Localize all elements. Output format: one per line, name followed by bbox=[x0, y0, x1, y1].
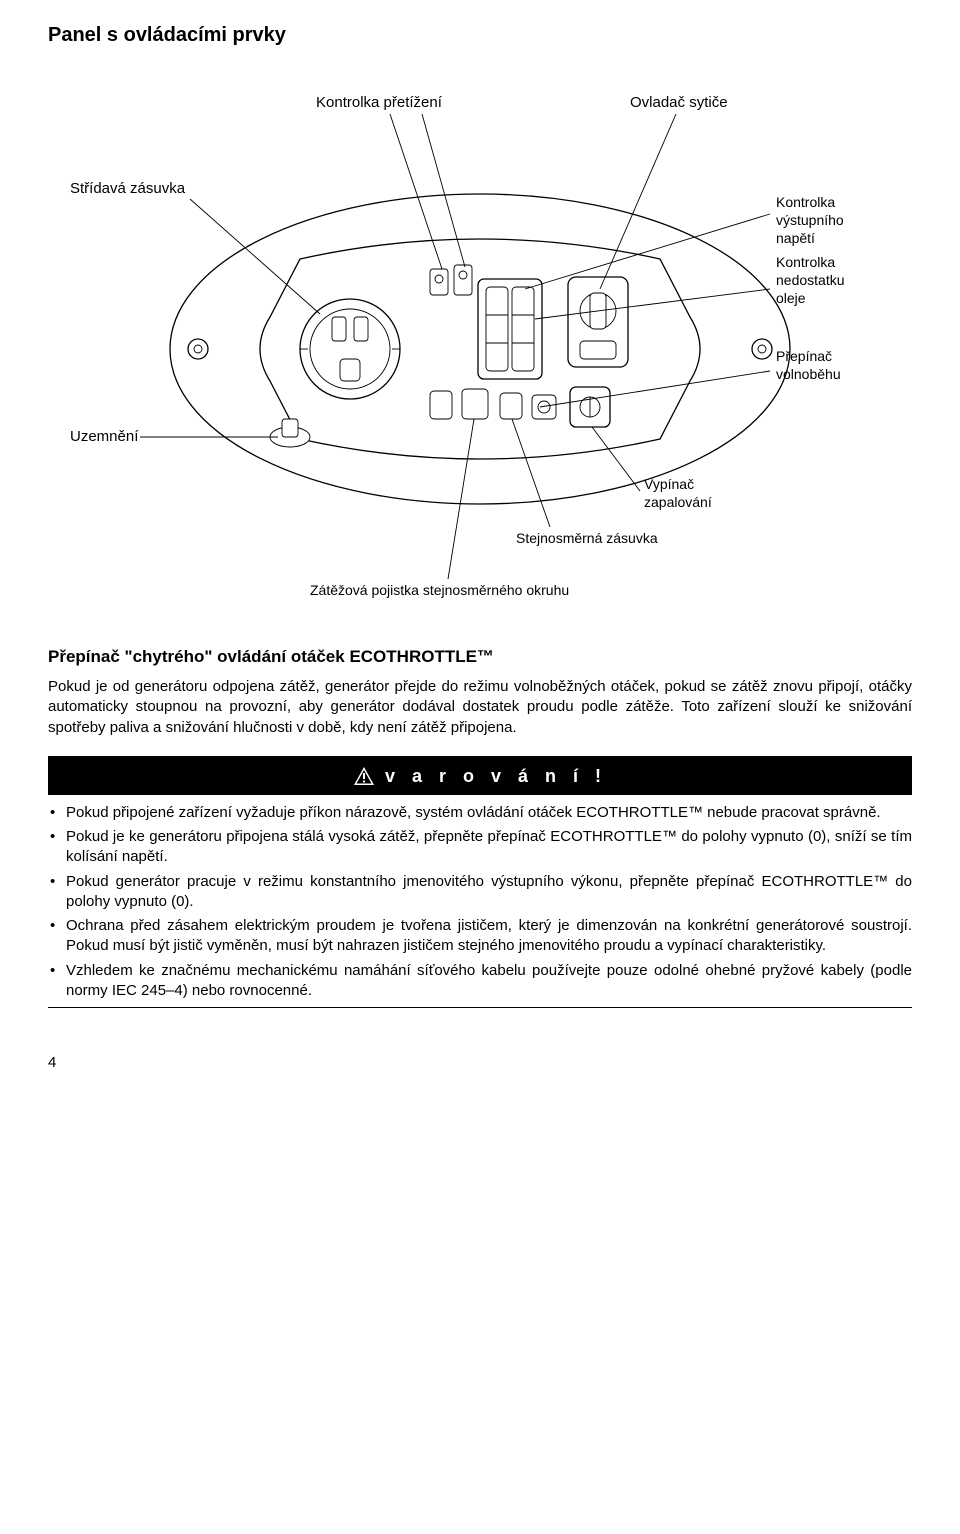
label-output-3: napětí bbox=[776, 230, 815, 246]
label-ignition-2: zapalování bbox=[644, 494, 712, 510]
list-item: Pokud je ke generátoru připojena stálá v… bbox=[48, 827, 912, 868]
label-oil-3: oleje bbox=[776, 290, 806, 306]
label-output-1: Kontrolka bbox=[776, 194, 835, 210]
label-overload: Kontrolka přetížení bbox=[316, 94, 443, 111]
warning-label: v a r o v á n í ! bbox=[385, 766, 607, 787]
control-panel-diagram: Kontrolka přetížení Ovladač sytiče Stříd… bbox=[48, 59, 912, 619]
page-number: 4 bbox=[48, 1054, 912, 1071]
label-output-2: výstupního bbox=[776, 212, 844, 228]
choke-knob-icon bbox=[568, 277, 628, 367]
label-idle-1: Přepínač bbox=[776, 348, 832, 364]
label-dc-fuse: Zátěžová pojistka stejnosměrného okruhu bbox=[310, 582, 569, 598]
bottom-divider bbox=[48, 1007, 912, 1008]
page-title: Panel s ovládacími prvky bbox=[48, 24, 912, 47]
label-oil-2: nedostatku bbox=[776, 272, 845, 288]
section-paragraph: Pokud je od generátoru odpojena zátěž, g… bbox=[48, 677, 912, 738]
label-ground: Uzemnění bbox=[70, 428, 139, 445]
ac-socket-icon bbox=[300, 299, 400, 399]
list-item: Pokud připojené zařízení vyžaduje příkon… bbox=[48, 803, 912, 823]
list-item: Pokud generátor pracuje v režimu konstan… bbox=[48, 872, 912, 913]
label-ignition-1: Vypínač bbox=[644, 476, 694, 492]
warning-banner: v a r o v á n í ! bbox=[48, 756, 912, 795]
label-idle-2: volnoběhu bbox=[776, 366, 841, 382]
label-choke: Ovladač sytiče bbox=[630, 94, 728, 111]
list-item: Vzhledem ke značnému mechanickému namáhá… bbox=[48, 961, 912, 1002]
indicator-cluster-icon bbox=[478, 279, 542, 379]
warning-bullets: Pokud připojené zařízení vyžaduje příkon… bbox=[48, 795, 912, 1001]
label-ac-socket: Střídavá zásuvka bbox=[70, 180, 186, 197]
warning-icon bbox=[353, 766, 375, 786]
section-title: Přepínač "chytrého" ovládání otáček ECOT… bbox=[48, 647, 912, 667]
diagram-svg: Kontrolka přetížení Ovladač sytiče Stříd… bbox=[70, 59, 890, 619]
label-oil-1: Kontrolka bbox=[776, 254, 835, 270]
label-dc-socket: Stejnosměrná zásuvka bbox=[516, 530, 658, 546]
list-item: Ochrana před zásahem elektrickým proudem… bbox=[48, 916, 912, 957]
